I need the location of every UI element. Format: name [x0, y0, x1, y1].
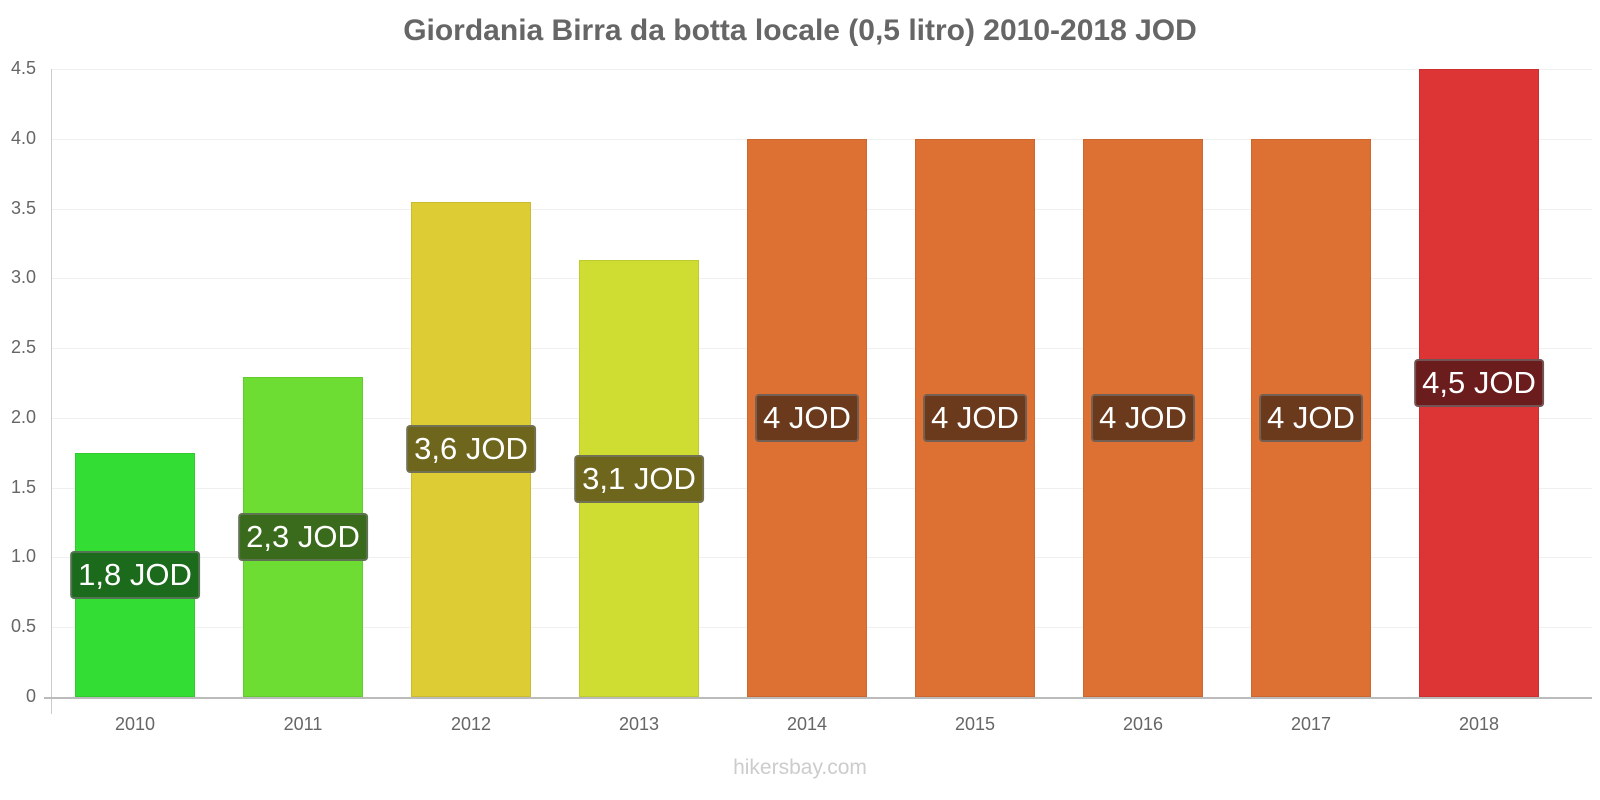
- data-label: 4,5 JOD: [1414, 359, 1544, 407]
- plot-area: 1,8 JOD 2,3 JOD 3,6 JOD 3,1 JOD 4 JOD 4 JOD 4 …: [52, 69, 1592, 698]
- x-tick-label: 2012: [450, 714, 492, 734]
- y-tick-label: 2.0: [10, 406, 36, 427]
- x-tick-label: 2011: [283, 714, 323, 734]
- x-tick-label: 2016: [1122, 714, 1164, 734]
- y-tick-label: 4.5: [10, 58, 36, 78]
- source-watermark: hikersbay.com: [733, 756, 867, 779]
- x-tick-label: 2018: [1458, 714, 1500, 734]
- x-tick-label: 2017: [1290, 714, 1332, 734]
- gridline: [52, 69, 1592, 70]
- y-tick-label: 1.5: [10, 476, 36, 497]
- chart-title: Giordania Birra da botta locale (0,5 lit…: [403, 14, 1197, 47]
- y-tick-label: 0: [25, 686, 36, 706]
- x-tick-label: 2010: [114, 714, 156, 734]
- x-tick-label: 2015: [954, 714, 996, 734]
- data-label: 4 JOD: [1259, 393, 1363, 442]
- y-tick-label: 2.5: [10, 337, 36, 358]
- data-label: 3,6 JOD: [406, 425, 536, 474]
- x-tick-label: 2013: [618, 714, 660, 734]
- data-label: 4 JOD: [1091, 393, 1195, 442]
- data-label: 3,1 JOD: [574, 454, 704, 503]
- data-label: 4 JOD: [923, 393, 1027, 442]
- y-tick-label: 0.5: [10, 616, 36, 637]
- y-tick-label: 1.0: [10, 546, 36, 567]
- data-label: 1,8 JOD: [70, 550, 200, 599]
- y-tick-label: 3.5: [10, 197, 36, 218]
- x-axis-line: [44, 697, 1592, 699]
- data-label: 4 JOD: [755, 393, 859, 442]
- x-tick-label: 2014: [786, 714, 828, 734]
- data-label: 2,3 JOD: [238, 513, 368, 562]
- y-axis-line: [51, 69, 52, 714]
- y-tick-label: 4.0: [10, 127, 36, 148]
- y-tick-label: 3.0: [10, 267, 36, 288]
